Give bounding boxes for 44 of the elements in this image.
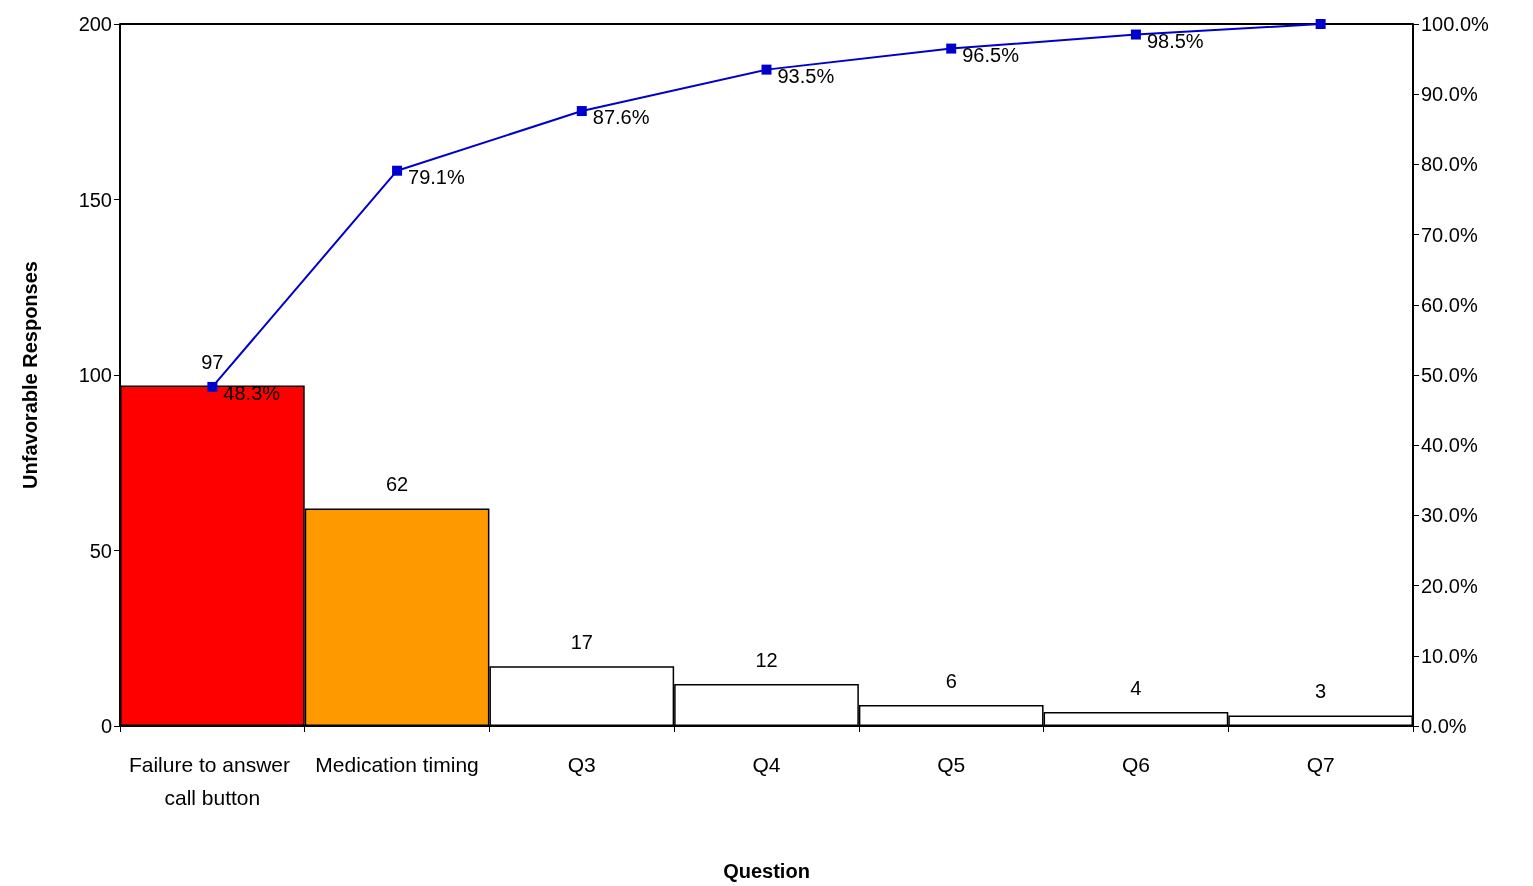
x-tick-label: Failure to answer call button xyxy=(128,753,296,809)
point xyxy=(1130,29,1141,40)
y-tick-label: 200 xyxy=(78,13,112,35)
x-tick-label: Q7 xyxy=(1306,753,1335,776)
y2-tick-label: 0.0% xyxy=(1421,715,1467,737)
y-tick-label: 150 xyxy=(78,188,112,211)
y2-tick-label: 80.0% xyxy=(1421,153,1478,176)
y2-tick-label: 40.0% xyxy=(1421,434,1478,457)
y2-tick-label: 10.0% xyxy=(1421,644,1478,667)
data-label: 3 xyxy=(1315,680,1327,703)
x-tick-label: Q3 xyxy=(567,753,596,776)
data-label: 17 xyxy=(570,631,593,654)
data-label: 6 xyxy=(945,669,957,692)
y2-tick-label: 90.0% xyxy=(1421,83,1478,106)
data-label: 4 xyxy=(1130,676,1142,699)
y-axis-title: Unfavorable Responses xyxy=(19,261,41,489)
y2-tick-label: 100.0% xyxy=(1421,13,1490,35)
data-label: 93.5% xyxy=(777,64,835,87)
data-label: 12 xyxy=(755,648,778,671)
data-label: 98.5% xyxy=(1146,29,1204,52)
point xyxy=(207,381,218,392)
x-tick-label: Medication timing xyxy=(315,753,479,776)
point xyxy=(1315,19,1326,29)
data-label: 87.6% xyxy=(592,106,650,129)
y2-tick-label: 30.0% xyxy=(1421,504,1478,527)
x-tick-label: Q6 xyxy=(1121,753,1150,776)
point xyxy=(761,64,772,75)
y2-tick-label: 50.0% xyxy=(1421,364,1478,386)
data-label: 79.1% xyxy=(408,165,465,188)
data-label: 96.5% xyxy=(962,43,1020,66)
y2-tick-label: 60.0% xyxy=(1421,293,1478,316)
y-tick-label: 0 xyxy=(100,715,112,737)
y-tick-label: 100 xyxy=(78,364,112,386)
y-tick-label: 50 xyxy=(89,539,112,562)
data-label: 97 xyxy=(201,350,224,373)
point xyxy=(576,106,587,117)
x-tick-label: Q4 xyxy=(752,753,781,776)
y2-tick-label: 70.0% xyxy=(1421,223,1478,246)
point xyxy=(392,165,403,176)
x-tick-label: Q5 xyxy=(937,753,966,776)
x-axis-title: Question xyxy=(723,860,810,882)
point xyxy=(946,43,957,54)
y2-tick-label: 20.0% xyxy=(1421,574,1478,597)
data-label: 62 xyxy=(385,473,409,496)
